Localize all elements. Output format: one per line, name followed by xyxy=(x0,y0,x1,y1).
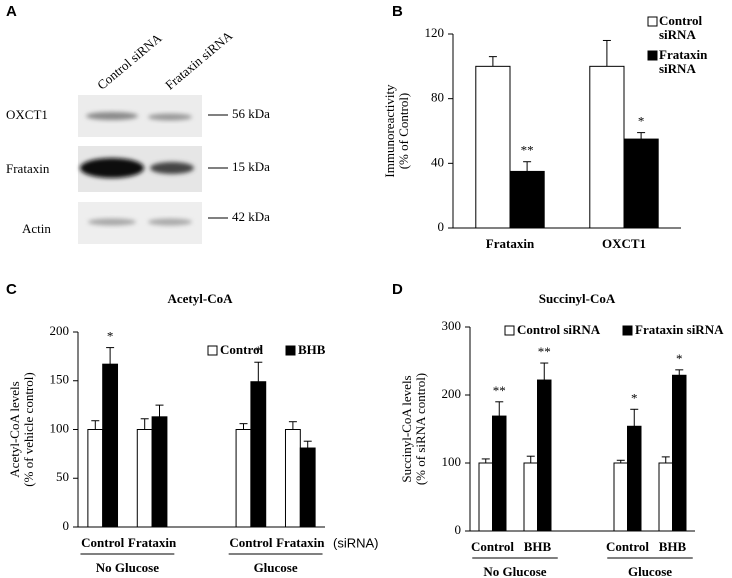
significance: * xyxy=(631,390,638,405)
panel-label: B xyxy=(392,3,403,20)
legend-label: Control siRNA xyxy=(517,322,601,337)
panel-label: A xyxy=(6,3,17,20)
y-axis-label: Acetyl-CoA levels xyxy=(7,381,22,477)
bar xyxy=(627,425,642,532)
row-label: Frataxin xyxy=(6,161,50,176)
bar xyxy=(475,65,511,229)
panel-label: D xyxy=(392,281,403,298)
bar xyxy=(523,462,538,532)
x-tick-label: OXCT1 xyxy=(602,236,646,251)
y-tick-label: 200 xyxy=(442,386,462,401)
bar xyxy=(87,429,104,528)
bar xyxy=(284,429,301,528)
significance: * xyxy=(676,351,683,366)
x-tick-label: Control xyxy=(81,535,124,550)
legend-box: Frataxin siRNA xyxy=(659,48,708,76)
group-label: No Glucose xyxy=(96,560,159,575)
y-tick-label: 0 xyxy=(455,522,462,537)
y-tick-label: 50 xyxy=(56,469,69,484)
legend-swatch xyxy=(285,345,296,356)
lane-label: Frataxin siRNA xyxy=(162,28,235,93)
marker-label: 15 kDa xyxy=(232,159,270,174)
significance: * xyxy=(107,329,114,344)
bar xyxy=(151,416,168,528)
y-tick-label: 200 xyxy=(50,323,70,338)
chart-title: Acetyl-CoA xyxy=(168,291,234,306)
bar xyxy=(672,374,687,532)
band xyxy=(88,218,136,226)
significance: ** xyxy=(521,143,534,158)
bar xyxy=(478,462,493,532)
band xyxy=(86,112,138,120)
bar xyxy=(658,462,673,532)
bar xyxy=(299,447,316,528)
marker-label: 56 kDa xyxy=(232,106,270,121)
band xyxy=(150,162,194,174)
legend-swatch xyxy=(647,16,658,27)
bar xyxy=(537,379,552,532)
y-tick-label: 100 xyxy=(50,420,70,435)
y-axis-label: Succinyl-CoA levels xyxy=(399,375,414,482)
x-tick-label: BHB xyxy=(659,539,687,554)
legend-label: Frataxin siRNA xyxy=(635,322,724,337)
bar xyxy=(235,429,252,528)
x-tick-label: Control xyxy=(606,539,649,554)
legend-swatch xyxy=(207,345,218,356)
y-tick-label: 0 xyxy=(438,219,445,234)
legend-swatch xyxy=(622,325,633,336)
y-tick-label: 300 xyxy=(442,318,462,333)
legend-swatch xyxy=(504,325,515,336)
chart-title: Succinyl-CoA xyxy=(539,291,616,306)
x-tick-label: BHB xyxy=(524,539,552,554)
legend-label: BHB xyxy=(298,342,326,357)
y-tick-label: 0 xyxy=(63,518,70,533)
panel-label: C xyxy=(6,281,17,298)
lane-label: Control siRNA xyxy=(94,30,165,93)
band xyxy=(80,158,144,178)
significance: ** xyxy=(493,383,506,398)
legend-label: Control xyxy=(220,342,263,357)
group-label: Glucose xyxy=(628,564,672,578)
y-axis-label: Immunoreactivity xyxy=(382,84,397,178)
y-axis-label: (% of vehicle control) xyxy=(21,372,36,486)
bar xyxy=(250,381,267,528)
band xyxy=(148,218,192,226)
legend-box: Control siRNA xyxy=(659,14,703,42)
x-unit: (siRNA) xyxy=(333,535,379,550)
legend-swatch xyxy=(647,50,658,61)
group-label: Glucose xyxy=(254,560,298,575)
x-tick-label: Frataxin xyxy=(486,236,535,251)
x-tick-label: Control xyxy=(229,535,272,550)
bar xyxy=(509,170,545,229)
row-label: Actin xyxy=(22,221,51,236)
band xyxy=(148,113,192,121)
bar xyxy=(136,429,153,528)
y-tick-label: 80 xyxy=(431,90,444,105)
y-tick-label: 40 xyxy=(431,154,444,169)
y-tick-label: 150 xyxy=(50,372,70,387)
significance: ** xyxy=(538,344,551,359)
y-tick-label: 120 xyxy=(425,25,445,40)
y-tick-label: 100 xyxy=(442,454,462,469)
bar xyxy=(613,462,628,532)
y-axis-label: (% of Control) xyxy=(396,93,411,170)
significance: * xyxy=(638,114,645,129)
significance: * xyxy=(255,343,262,358)
bar xyxy=(492,415,507,532)
y-axis-label: (% of siRNA control) xyxy=(413,373,428,485)
bar xyxy=(623,138,659,229)
x-tick-label: Frataxin xyxy=(276,535,325,550)
x-tick-label: Frataxin xyxy=(128,535,177,550)
legend-label: Control siRNA xyxy=(659,14,703,42)
row-label: OXCT1 xyxy=(6,107,48,122)
x-tick-label: Control xyxy=(471,539,514,554)
bar xyxy=(589,65,625,229)
marker-label: 42 kDa xyxy=(232,209,270,224)
group-label: No Glucose xyxy=(483,564,546,578)
legend-label: Frataxin siRNA xyxy=(659,48,708,76)
bar xyxy=(102,363,119,528)
